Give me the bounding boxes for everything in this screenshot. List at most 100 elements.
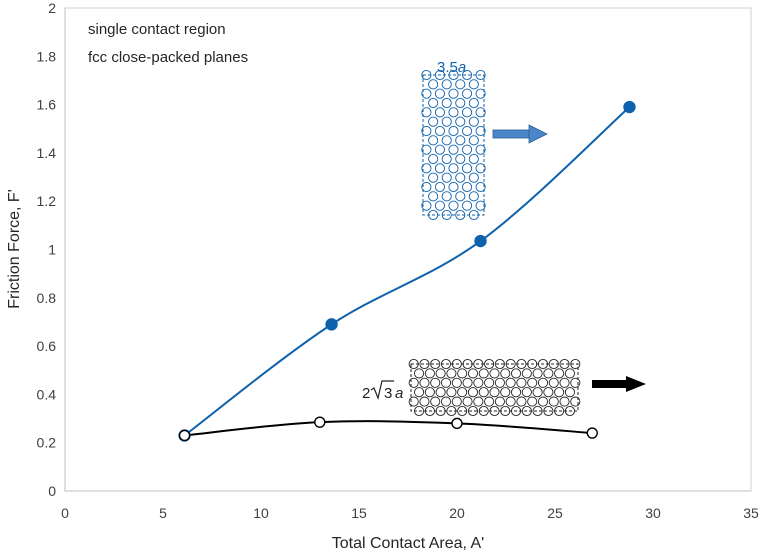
lattice-wide-atom: [489, 405, 500, 417]
lattice-wide-atom: [478, 405, 489, 417]
y-tick-label: 1.4: [37, 145, 57, 161]
lattice-wide-atom: [414, 387, 425, 398]
lattice-tall-atom: [462, 144, 473, 155]
lattice-tall-atom: [462, 181, 473, 193]
lattice-wide-atom: [451, 377, 462, 388]
lattice-tall-atom: [434, 200, 445, 211]
lattice-wide-atom: [435, 368, 446, 379]
lattice-tall-atom: [475, 163, 486, 174]
lattice-wide-atom: [414, 405, 425, 417]
lattice-wide-atom: [559, 358, 570, 370]
lattice-wide-atom: [564, 368, 575, 379]
lattice-wide-atom: [559, 396, 570, 407]
lattice-wide-atom: [537, 358, 549, 370]
lattice-tall-atom: [448, 88, 459, 99]
svg-text:2: 2: [362, 385, 370, 402]
lattice-wide-atom: [505, 396, 516, 407]
sqrt-sign: [370, 380, 394, 400]
lattice-wide-atom: [564, 387, 575, 398]
y-tick-label: 1: [48, 242, 56, 258]
x-tick-label: 5: [159, 505, 167, 521]
series-0-point-2: [474, 234, 487, 248]
lattice-wide-atom: [467, 368, 479, 379]
lattice-wide-atom: [419, 396, 430, 407]
lattice-wide-atom: [440, 358, 452, 370]
lattice-wide-atom: [548, 358, 559, 370]
series-0-point-3: [623, 100, 636, 114]
lattice-wide-atom: [419, 358, 430, 370]
lattice-wide-atom: [451, 358, 462, 370]
lattice-tall-atom: [441, 97, 452, 109]
lattice-wide-atom: [462, 377, 473, 388]
lattice-tall-atom: [468, 153, 479, 165]
lattice-tall-atom: [441, 135, 452, 146]
annotation-fcc-planes: fcc close-packed planes: [88, 49, 248, 66]
lattice-tall-atom: [468, 135, 479, 146]
lattice-wide-atom: [554, 368, 565, 379]
lattice-tall-atom: [428, 209, 439, 221]
lattice-wide-atom: [467, 387, 479, 398]
lattice-tall-atom: [462, 69, 473, 81]
lattice-tall-atom: [475, 107, 486, 118]
lattice-wide: [408, 358, 581, 417]
y-tick-label: 0.4: [37, 386, 57, 402]
lattice-wide-atom: [527, 377, 538, 388]
lattice-wide-atom: [424, 387, 435, 398]
lattice-wide-atom: [435, 387, 446, 398]
lattice-wide-atom: [510, 368, 522, 379]
lattice-wide-atom: [505, 358, 516, 370]
lattice-wide-atom: [467, 405, 479, 417]
lattice-wide-atom: [473, 358, 484, 370]
lattice-wide-atom: [446, 368, 457, 379]
lattice-tall-atom: [421, 163, 432, 174]
lattice-wide-atom: [570, 358, 581, 370]
lattice-tall-atom: [421, 107, 432, 118]
lattice-tall-atom: [434, 181, 445, 193]
lattice-wide-atom: [484, 377, 495, 388]
lattice-tall-atom: [455, 191, 466, 202]
lattice-wide-atom: [537, 396, 549, 407]
lattice-wide-atom: [446, 387, 457, 398]
lattice-tall-atom: [421, 200, 432, 211]
lattice-wide-atom: [554, 387, 565, 398]
lattice-tall-atom: [428, 135, 439, 146]
lattice-tall-atom: [455, 116, 466, 127]
lattice-tall-atom: [421, 125, 432, 137]
lattice-wide-atom: [408, 358, 419, 370]
lattice-tall-atom: [441, 79, 452, 90]
lattice-tall-atom: [448, 125, 459, 137]
y-tick-label: 0: [48, 483, 56, 499]
annotation-single-contact: single contact region: [88, 21, 226, 38]
lattice-wide-atom: [521, 368, 532, 379]
x-tick-label: 10: [253, 505, 269, 521]
lattice-wide-atom: [414, 368, 425, 379]
lattice-wide-atom: [543, 387, 554, 398]
lattice-wide-atom: [430, 396, 441, 407]
lattice-wide-atom: [500, 405, 511, 417]
series-markers: [178, 100, 636, 442]
lattice-wide-atom: [473, 396, 484, 407]
lattice-tall-atom: [475, 125, 486, 137]
lattice-wide-atom: [554, 405, 565, 417]
lattice-wide-atom: [478, 368, 489, 379]
lattice-tall-atom: [475, 200, 486, 211]
svg-text:3: 3: [384, 385, 392, 402]
lattice-wide-atom: [419, 377, 430, 388]
lattice-tall-atom: [462, 88, 473, 99]
lattice-wide-atom: [494, 396, 505, 407]
lattice-tall-atom: [448, 107, 459, 118]
lattice-tall-atom: [428, 79, 439, 90]
lattice-tall-atom: [421, 181, 432, 193]
lattice-wide-atom: [451, 396, 462, 407]
lattice-wide-atom: [484, 396, 495, 407]
x-tick-label: 35: [743, 505, 759, 521]
lattice-wide-atom: [494, 377, 505, 388]
lattice-tall-atom: [448, 144, 459, 155]
lattice-tall-atom: [468, 79, 479, 90]
lattice-tall-atom: [455, 97, 466, 109]
lattice-wide-atom: [532, 368, 543, 379]
lattice-wide-atom: [424, 405, 435, 417]
inset-wide-arrow-shaft: [592, 380, 626, 388]
lattice-tall: [421, 69, 486, 221]
svg-text:a: a: [395, 385, 403, 402]
